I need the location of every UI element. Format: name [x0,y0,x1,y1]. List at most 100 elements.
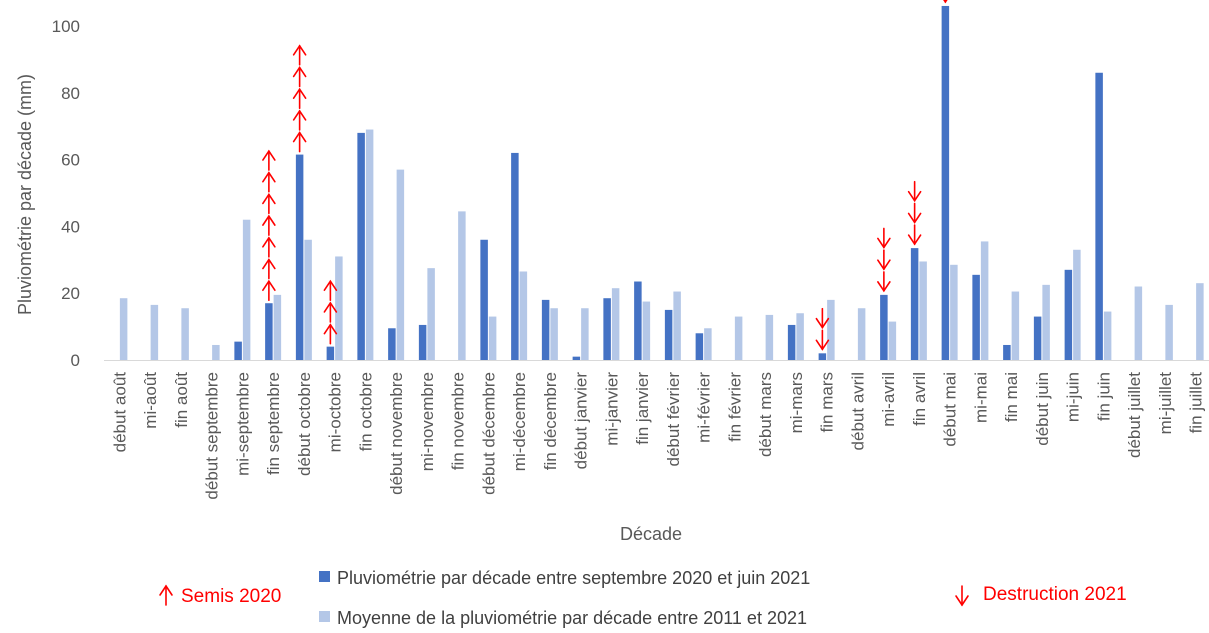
bar-moyenne-mi-aout [150,304,159,360]
bar-moyenne-mi-fevrier [704,328,712,360]
x-tick-label: début février [664,372,683,467]
semis-arrow-icon [323,301,338,323]
semis-arrow-icon [323,323,338,345]
x-tick-label: mi-avril [879,372,898,427]
y-tick-label: 0 [71,351,80,370]
legend-label-pluviometrie: Pluviométrie par décade entre septembre … [337,568,810,588]
x-tick-label: mi-mars [787,372,806,433]
y-axis-title: Pluviométrie par décade (mm) [15,74,35,315]
destruction-arrow-icon [907,224,922,246]
bar-moyenne-mi-juillet [1165,304,1173,360]
destruction-arrow-icon [877,227,891,249]
legend-label-moyenne: Moyenne de la pluviométrie par décade en… [337,608,807,628]
x-tick-label: mi-octobre [326,372,345,452]
bar-pluviometrie-fin-octobre [357,132,365,360]
semis-arrow-icon [292,109,307,131]
bar-pluviometrie-debut-novembre [388,328,396,360]
semis-label: Semis 2020 [181,586,281,607]
x-tick-label: début avril [848,372,867,450]
x-tick-label: début juillet [1125,372,1144,458]
bar-pluviometrie-fin-janvier [634,281,642,360]
up-arrow-icon [159,584,173,606]
x-axis-title: Décade [620,524,682,544]
bar-pluviometrie-mi-septembre [234,341,242,360]
bar-pluviometrie-mi-avril [880,294,888,360]
bar-moyenne-debut-fevrier [673,291,681,360]
x-tick-label: mi-novembre [418,372,437,471]
bar-moyenne-fin-decembre [550,308,558,360]
bar-moyenne-fin-octobre [365,129,374,360]
destruction-arrow-icon [907,202,922,224]
bar-moyenne-fin-janvier [642,301,651,360]
x-tick-label: mi-août [141,372,160,429]
semis-arrow-icon [292,131,307,153]
legend-swatch-pluviometrie [319,571,330,582]
bar-moyenne-debut-decembre [488,316,497,360]
semis-arrow-icon [292,44,307,66]
bar-pluviometrie-fin-avril [910,248,919,360]
semis-arrow-icon [262,171,276,193]
bar-moyenne-mi-mars [796,313,804,360]
x-tick-label: fin mars [818,372,837,432]
bar-moyenne-debut-juin [1042,284,1050,360]
x-tick-label: début novembre [387,372,406,495]
y-tick-label: 20 [61,284,80,303]
destruction-label: Destruction 2021 [983,584,1127,605]
x-tick-label: fin février [725,372,744,442]
bar-pluviometrie-debut-octobre [295,154,304,360]
x-tick-label: fin décembre [541,372,560,470]
x-tick-label: mi-juillet [1156,372,1175,435]
bar-pluviometrie-fin-mars [818,353,827,360]
x-tick-label: début mars [756,372,775,457]
x-tick-label: début décembre [479,372,498,495]
x-tick-label: début septembre [203,372,222,500]
bar-pluviometrie-mi-fevrier [695,333,704,360]
bar-pluviometrie-debut-juin [1033,316,1042,360]
bar-moyenne-debut-mai [950,264,958,360]
destruction-arrow-icon [877,249,891,271]
semis-arrow-icon [262,149,276,171]
legend: Pluviométrie par décade entre septembre … [319,568,810,628]
bar-moyenne-mi-janvier [611,288,620,360]
bar-moyenne-debut-avril [857,308,866,360]
semis-arrow-icon [262,236,276,258]
annotation-legend: Semis 2020 Destruction 2021 [159,584,1127,607]
x-tick-label: mi-juin [1064,372,1083,422]
x-tick-label: mi-janvier [602,372,621,446]
bar-moyenne-mi-mai [980,241,989,360]
destruction-arrow-icon [815,329,830,351]
x-tick-label: fin septembre [264,372,283,475]
bar-moyenne-fin-aout [181,308,189,360]
bar-moyenne-debut-mars [765,314,774,360]
bar-pluviometrie-mi-mars [787,324,796,360]
y-tick-label: 100 [52,17,80,36]
semis-arrow-icon [262,279,276,302]
legend-swatch-moyenne [319,611,330,622]
bar-moyenne-debut-septembre [212,344,220,360]
x-tick-label: mi-février [695,372,714,443]
bar-pluviometrie-debut-fevrier [664,309,673,360]
bar-moyenne-fin-septembre [273,294,282,360]
semis-arrow-icon [262,192,276,215]
bar-pluviometrie-fin-mai [1003,344,1011,360]
x-tick-label: fin janvier [633,372,652,445]
x-tick-label: début octobre [295,372,314,476]
x-tick-label: mi-décembre [510,372,529,471]
bar-pluviometrie-fin-decembre [541,299,550,360]
bar-moyenne-fin-novembre [458,211,466,360]
bar-moyenne-fin-mai [1011,291,1020,360]
bar-pluviometrie-mi-janvier [603,298,611,360]
bar-pluviometrie-mi-mai [972,274,980,360]
x-tick-label: fin juin [1094,372,1113,421]
semis-arrow-icon [262,214,276,236]
bar-pluviometrie-debut-janvier [572,356,581,360]
semis-arrow-icon [323,279,338,302]
bar-moyenne-mi-octobre [335,256,343,360]
bar-moyenne-mi-juin [1073,249,1081,360]
y-tick-label: 80 [61,84,80,103]
bar-moyenne-fin-fevrier [734,316,743,360]
bar-moyenne-fin-juin [1103,311,1112,360]
down-arrow-icon [955,585,969,607]
bar-moyenne-debut-novembre [396,169,405,360]
bar-pluviometrie-mi-decembre [511,152,519,360]
